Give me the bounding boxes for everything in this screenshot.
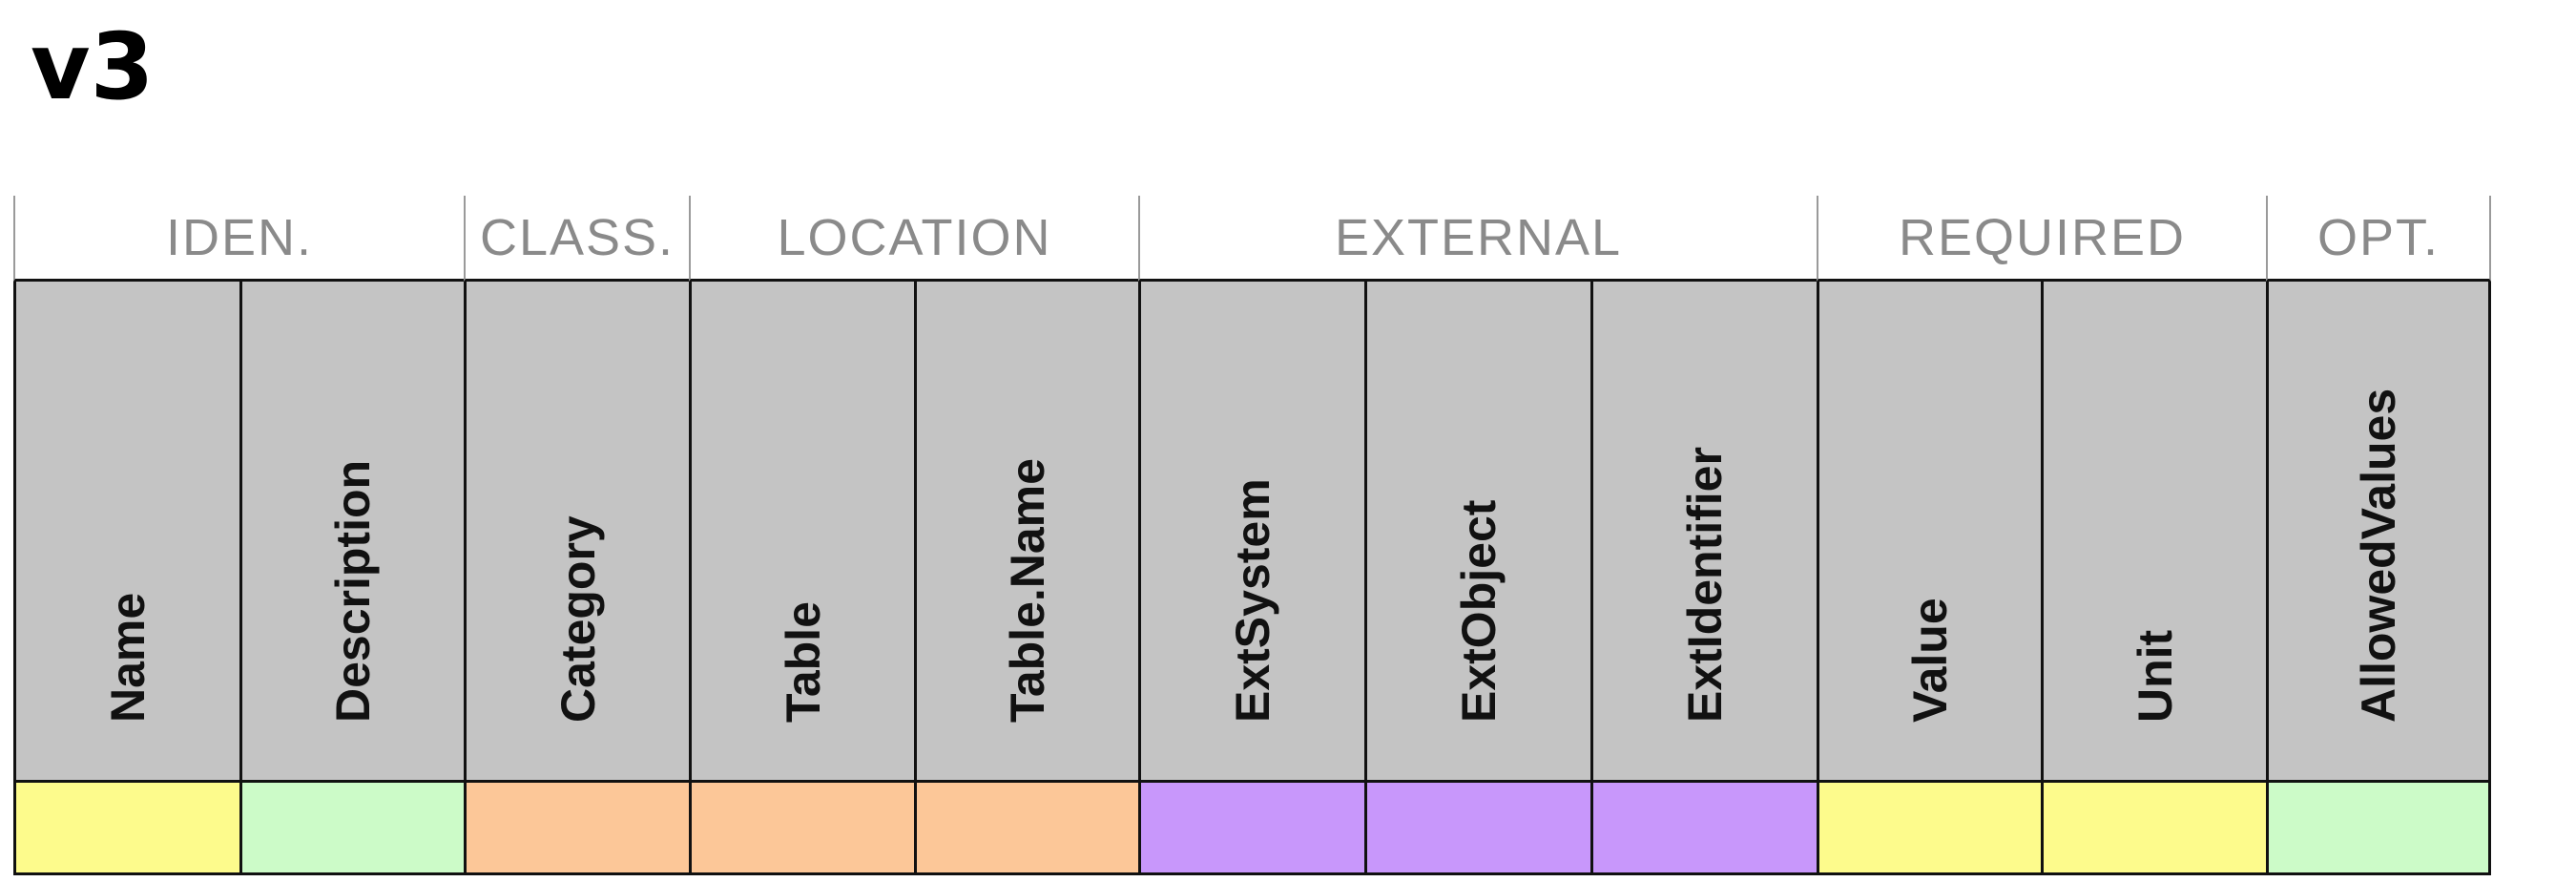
group-header-opt: OPT. [2266,196,2491,282]
field-label-table: Table [776,601,830,723]
field-header-ext-identifier: ExtIdentifier [1590,282,1817,780]
color-swatch-allowed-values [2266,780,2491,875]
field-label-ext-identifier: ExtIdentifier [1678,447,1732,723]
field-header-value: Value [1817,282,2041,780]
field-header-name: Name [13,282,239,780]
field-label-table-name: Table.Name [1001,458,1054,723]
color-swatch-name [13,780,239,875]
color-swatch-value [1817,780,2041,875]
field-header-table: Table [689,282,914,780]
field-header-ext-system: ExtSystem [1138,282,1364,780]
field-label-description: Description [326,459,380,723]
field-header-unit: Unit [2041,282,2266,780]
field-grid: IDEN. CLASS. LOCATION EXTERNAL REQUIRED … [13,196,2505,875]
field-label-name: Name [101,592,155,723]
group-header-required: REQUIRED [1817,196,2266,282]
color-swatch-ext-system [1138,780,1364,875]
group-header-class: CLASS. [464,196,689,282]
field-label-unit: Unit [2128,629,2182,723]
color-swatch-table-name [914,780,1138,875]
field-label-allowed-values: AllowedValues [2352,388,2405,723]
field-header-allowed-values: AllowedValues [2266,282,2491,780]
group-header-iden: IDEN. [13,196,464,282]
field-header-description: Description [239,282,464,780]
field-label-value: Value [1903,598,1957,723]
field-header-table-name: Table.Name [914,282,1138,780]
color-swatch-category [464,780,689,875]
color-swatch-ext-identifier [1590,780,1817,875]
group-header-location: LOCATION [689,196,1138,282]
field-label-category: Category [551,515,605,723]
version-title: v3 [31,13,155,120]
group-header-external: EXTERNAL [1138,196,1817,282]
field-header-category: Category [464,282,689,780]
color-swatch-ext-object [1364,780,1590,875]
color-swatch-description [239,780,464,875]
field-header-ext-object: ExtObject [1364,282,1590,780]
field-label-ext-system: ExtSystem [1226,478,1279,723]
color-swatch-unit [2041,780,2266,875]
field-label-ext-object: ExtObject [1452,499,1506,723]
color-swatch-table [689,780,914,875]
